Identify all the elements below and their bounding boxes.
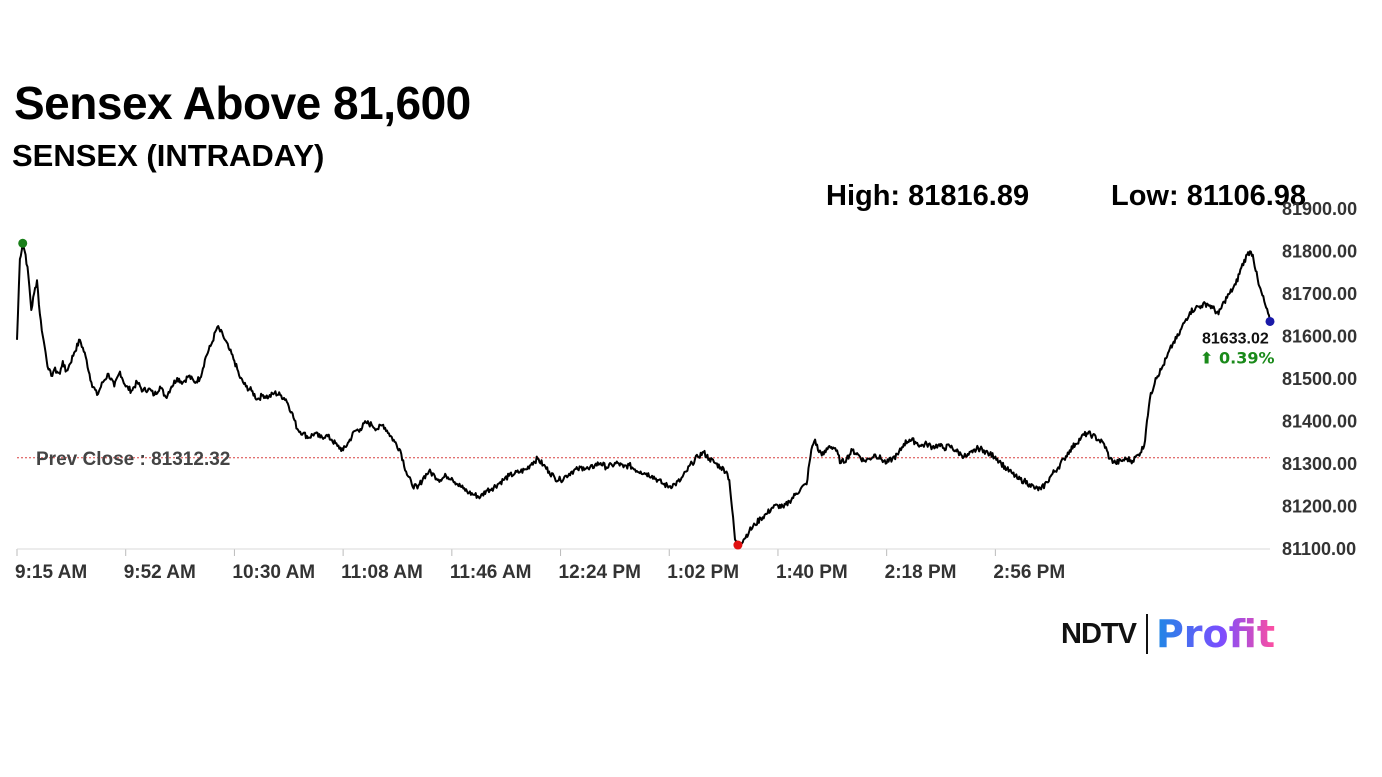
y-tick-label: 81600.00 (1282, 327, 1357, 347)
x-tick-label: 2:18 PM (885, 562, 957, 583)
low-point-marker (733, 540, 743, 550)
logo-profit-text: Profit (1155, 612, 1275, 656)
x-tick-label: 1:40 PM (776, 562, 848, 583)
y-tick-label: 81200.00 (1282, 497, 1357, 517)
x-axis: 9:15 AM 9:52 AM 10:30 AM 11:08 AM 11:46 AM 12… (15, 549, 1065, 583)
x-tick-label: 2:56 PM (993, 562, 1065, 583)
x-tick-label: 9:15 AM (15, 562, 87, 583)
logo-ndtv-text: NDTV (1061, 617, 1137, 650)
high-value-label: High: 81816.89 (826, 180, 1030, 212)
y-tick-label: 81700.00 (1282, 284, 1357, 304)
last-value-label: 81633.02 (1202, 330, 1269, 347)
prev-close-label: Prev Close : 81312.32 (36, 449, 230, 470)
x-tick-label: 12:24 PM (559, 562, 641, 583)
price-series-line (16, 242, 1271, 546)
x-tick-label: 11:08 AM (341, 562, 423, 583)
x-tick-label: 1:02 PM (667, 562, 739, 583)
y-axis: 81100.00 81200.00 81300.00 81400.00 81500.00… (1282, 199, 1357, 559)
y-tick-label: 81500.00 (1282, 369, 1357, 389)
x-tick-label: 9:52 AM (124, 562, 196, 583)
y-tick-label: 81400.00 (1282, 412, 1357, 432)
x-tick-label: 11:46 AM (450, 562, 532, 583)
y-tick-label: 81900.00 (1282, 199, 1357, 219)
logo-divider (1145, 614, 1148, 654)
high-point-marker (18, 238, 28, 248)
low-value-label: Low: 81106.98 (1111, 180, 1307, 212)
ndtv-profit-logo: NDTV Profit (1061, 612, 1275, 656)
chart-subtitle: SENSEX (INTRADAY) (12, 138, 325, 173)
y-tick-label: 81300.00 (1282, 454, 1357, 474)
headline: Sensex Above 81,600 (14, 77, 471, 129)
last-point-marker (1265, 316, 1275, 326)
y-tick-label: 81800.00 (1282, 242, 1357, 262)
change-percent-label: ⬆ 0.39% (1200, 348, 1274, 367)
y-tick-label: 81100.00 (1282, 539, 1356, 559)
x-tick-label: 10:30 AM (232, 562, 315, 583)
